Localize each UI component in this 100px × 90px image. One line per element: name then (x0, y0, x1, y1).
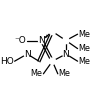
Text: ⁻O: ⁻O (14, 36, 26, 45)
Text: N: N (24, 50, 31, 59)
Circle shape (63, 51, 69, 57)
Text: Me: Me (31, 69, 42, 78)
Circle shape (24, 51, 30, 57)
Circle shape (49, 58, 56, 64)
Circle shape (63, 37, 69, 44)
Circle shape (49, 28, 56, 35)
Text: Me: Me (78, 30, 90, 39)
Text: Me: Me (78, 57, 90, 66)
Circle shape (38, 37, 45, 44)
Text: Me: Me (59, 69, 71, 78)
Text: N: N (62, 50, 69, 59)
Text: N: N (38, 36, 45, 45)
Text: +: + (43, 34, 48, 39)
Text: Me: Me (78, 44, 90, 53)
Text: HO: HO (0, 57, 14, 66)
